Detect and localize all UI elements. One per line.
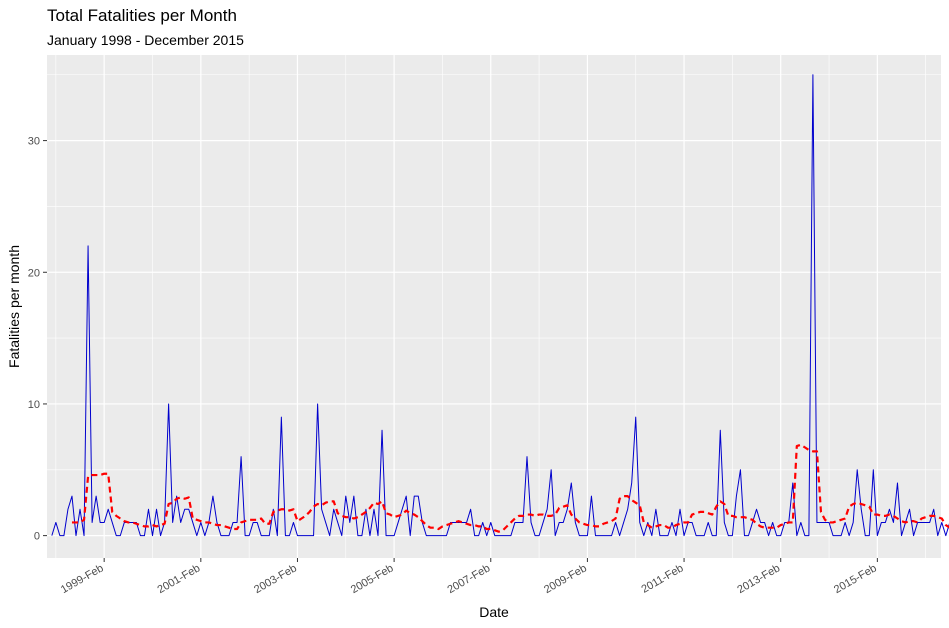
y-tick-label: 10 xyxy=(28,399,40,411)
x-tick-label: 2001-Feb xyxy=(156,562,203,596)
x-axis-title: Date xyxy=(479,604,509,620)
plot-panel xyxy=(47,55,941,558)
x-tick-label: 1999-Feb xyxy=(59,562,106,596)
x-axis: 1999-Feb 2001-Feb 2003-Feb 2005-Feb 2007-Feb… xyxy=(59,558,879,596)
x-tick-label: 2005-Feb xyxy=(349,562,396,596)
y-tick-label: 20 xyxy=(28,267,40,279)
chart-title: Total Fatalities per Month xyxy=(47,6,237,25)
minor-gridlines xyxy=(47,55,941,558)
x-tick-label: 2013-Feb xyxy=(735,562,782,596)
major-gridlines xyxy=(47,55,941,558)
x-tick-label: 2007-Feb xyxy=(445,562,492,596)
y-axis: 0 10 20 30 xyxy=(28,136,47,543)
chart-subtitle: January 1998 - December 2015 xyxy=(47,32,244,48)
series-layer xyxy=(51,74,949,537)
y-tick-label: 30 xyxy=(28,136,40,148)
series-line-solid xyxy=(51,74,949,537)
y-axis-title: Fatalities per month xyxy=(6,245,22,368)
series-line-dashed xyxy=(71,443,949,533)
x-tick-label: 2003-Feb xyxy=(252,562,299,596)
x-tick-label: 2015-Feb xyxy=(832,562,879,596)
x-tick-label: 2011-Feb xyxy=(639,562,685,596)
y-tick-label: 0 xyxy=(34,531,40,543)
x-tick-label: 2009-Feb xyxy=(542,562,589,596)
